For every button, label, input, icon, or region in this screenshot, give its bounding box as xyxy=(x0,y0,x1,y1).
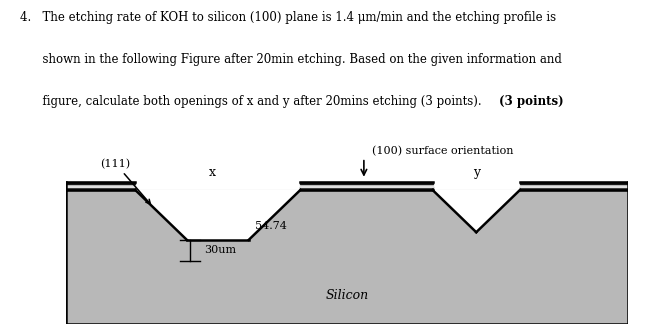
Text: (100) surface orientation: (100) surface orientation xyxy=(372,146,514,157)
Bar xyxy=(520,187,628,190)
Bar xyxy=(300,181,432,184)
Bar xyxy=(66,181,136,184)
Text: 30um: 30um xyxy=(204,245,236,255)
Text: 4.   The etching rate of KOH to silicon (100) plane is 1.4 μm/min and the etchin: 4. The etching rate of KOH to silicon (1… xyxy=(20,11,556,24)
Bar xyxy=(66,184,136,187)
Bar xyxy=(66,190,628,324)
Text: (3 points): (3 points) xyxy=(499,95,564,108)
Text: x: x xyxy=(209,166,215,179)
Text: (111): (111) xyxy=(100,159,151,204)
Bar xyxy=(300,187,432,190)
Text: Silicon: Silicon xyxy=(325,289,369,302)
Text: shown in the following Figure after 20min etching. Based on the given informatio: shown in the following Figure after 20mi… xyxy=(20,53,562,66)
Bar xyxy=(66,187,136,190)
Bar xyxy=(520,184,628,187)
Text: 54.74: 54.74 xyxy=(255,221,288,231)
Text: figure, calculate both openings of x and y after 20mins etching (3 points).: figure, calculate both openings of x and… xyxy=(20,95,485,108)
Polygon shape xyxy=(432,190,520,232)
Bar xyxy=(520,181,628,184)
Polygon shape xyxy=(136,190,300,240)
Bar xyxy=(300,184,432,187)
Text: y: y xyxy=(473,166,480,179)
